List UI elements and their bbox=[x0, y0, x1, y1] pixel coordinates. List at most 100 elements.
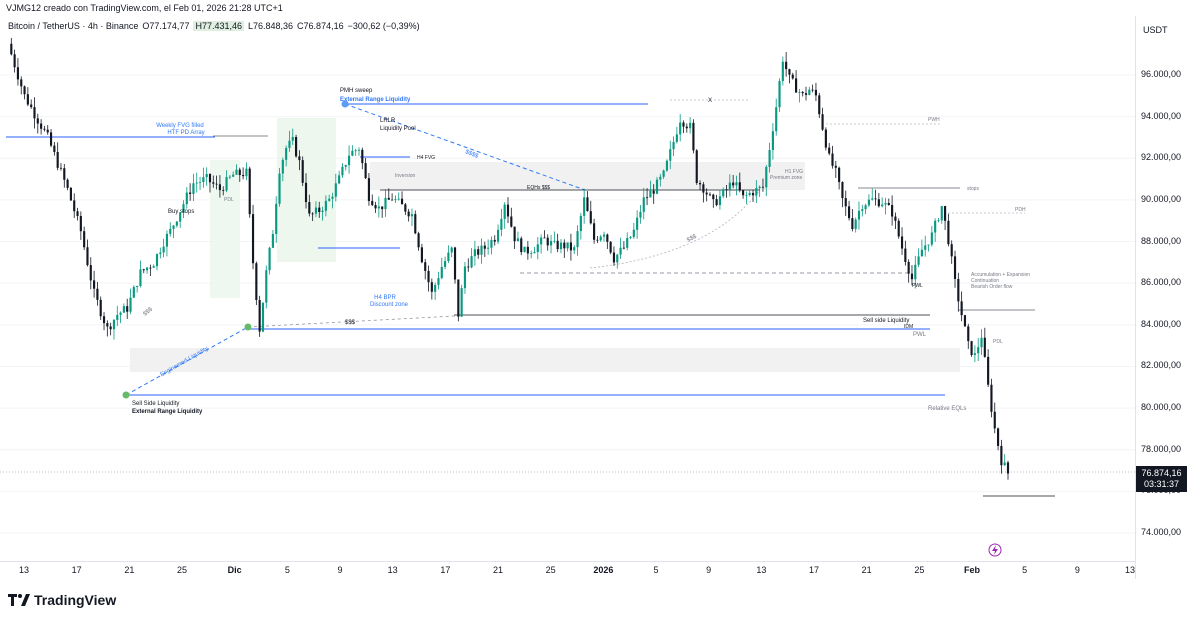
candle-body bbox=[73, 200, 76, 212]
candle bbox=[155, 253, 159, 271]
candle-body bbox=[675, 134, 678, 142]
candle-body bbox=[530, 253, 533, 254]
candle-body bbox=[937, 220, 940, 222]
time-tick-label: 13 bbox=[756, 565, 767, 575]
candle bbox=[811, 84, 814, 93]
candle-body bbox=[629, 236, 632, 238]
sell-side-liquidity-label: Sell Side Liquidity bbox=[132, 401, 179, 407]
time-axis[interactable]: 13 17 21 25 Dic 5 9 13 17 21 25 2026 5 9 13 17 21 25 Feb 5 9… bbox=[0, 561, 1135, 580]
price-tick-label: 96.000,00 bbox=[1141, 69, 1182, 79]
candle bbox=[298, 150, 301, 171]
pwl-upper-label: PWL bbox=[912, 283, 923, 289]
price-axis[interactable]: 96.000,00 94.000,00 92.000,00 90.000,00 88.0… bbox=[1135, 16, 1200, 579]
candle bbox=[102, 312, 106, 331]
candle bbox=[271, 229, 274, 249]
candle-body bbox=[722, 189, 725, 197]
candle-body bbox=[79, 215, 82, 232]
price-tick-label: 88.000,00 bbox=[1141, 235, 1182, 246]
candle bbox=[175, 220, 178, 228]
candle-body bbox=[1003, 462, 1006, 466]
continuation-label: Continuation bbox=[971, 278, 999, 284]
candle-body bbox=[768, 150, 771, 167]
candle-body bbox=[338, 175, 341, 184]
candle-body bbox=[586, 197, 589, 212]
candle bbox=[414, 210, 417, 235]
time-tick-label: 25 bbox=[176, 565, 187, 575]
external-range-liquidity-bottom-label: External Range Liquidity bbox=[132, 409, 203, 415]
candle bbox=[208, 173, 212, 193]
candle bbox=[573, 244, 576, 255]
time-tick-label: 25 bbox=[914, 565, 925, 575]
candle-body bbox=[93, 280, 96, 289]
candle-body bbox=[222, 190, 225, 191]
candle-body bbox=[520, 238, 523, 253]
candle-body bbox=[553, 240, 556, 242]
candle-body bbox=[437, 278, 440, 285]
candles-layer bbox=[10, 37, 1010, 480]
candle-body bbox=[861, 209, 864, 211]
candle bbox=[910, 265, 914, 286]
candle-body bbox=[748, 192, 751, 195]
candle bbox=[391, 193, 394, 201]
candle bbox=[891, 195, 894, 226]
candle-body bbox=[510, 216, 513, 227]
dollars-diagonal-label: $$$$ bbox=[464, 149, 479, 160]
candle bbox=[149, 264, 152, 277]
candle-body bbox=[877, 199, 880, 207]
candle-body bbox=[761, 186, 765, 188]
candle-body bbox=[16, 67, 20, 80]
bar-countdown: 03:31:37 bbox=[1143, 479, 1180, 489]
candle bbox=[718, 189, 721, 210]
tradingview-logo[interactable]: TradingView bbox=[8, 592, 116, 608]
candle-body bbox=[583, 197, 586, 216]
symbol-name[interactable]: Bitcoin / TetherUS · 4h · Binance bbox=[8, 21, 139, 31]
candle bbox=[804, 86, 808, 101]
candle bbox=[781, 56, 784, 86]
candle-body bbox=[195, 182, 198, 184]
candle-body bbox=[516, 238, 520, 242]
candle-body bbox=[669, 149, 672, 161]
candle-body bbox=[318, 207, 321, 213]
candle bbox=[40, 119, 43, 135]
lightning-icon bbox=[988, 543, 1002, 557]
candle-body bbox=[175, 221, 178, 226]
candle-body bbox=[182, 204, 185, 213]
candle bbox=[679, 114, 682, 142]
candle bbox=[242, 167, 245, 180]
candle bbox=[185, 187, 188, 209]
candle-body bbox=[692, 122, 695, 151]
candle bbox=[96, 282, 99, 306]
candle-body bbox=[857, 210, 861, 220]
candle bbox=[838, 166, 841, 190]
candle bbox=[450, 246, 453, 258]
candle-body bbox=[874, 198, 877, 200]
candle bbox=[791, 72, 794, 80]
candle bbox=[354, 148, 357, 156]
candle bbox=[725, 184, 728, 198]
candle-body bbox=[540, 237, 543, 245]
candle-body bbox=[821, 114, 824, 130]
candle bbox=[606, 233, 609, 249]
candle bbox=[126, 298, 129, 320]
time-tick-label: 9 bbox=[706, 565, 712, 575]
candle bbox=[53, 141, 56, 156]
candle bbox=[963, 314, 967, 327]
candle bbox=[371, 194, 374, 207]
candle bbox=[559, 239, 563, 254]
relative-eqls-label: Relative EQLs bbox=[928, 406, 966, 412]
candle bbox=[189, 183, 192, 201]
candle bbox=[814, 82, 818, 102]
candle bbox=[222, 186, 225, 196]
candle-body bbox=[136, 285, 139, 288]
currency-label[interactable]: USDT bbox=[1143, 25, 1168, 35]
candle-body bbox=[841, 182, 844, 199]
candle bbox=[1003, 454, 1006, 466]
candle bbox=[934, 218, 937, 242]
candle bbox=[566, 242, 569, 252]
candle bbox=[698, 180, 702, 191]
candle bbox=[950, 240, 953, 264]
candle-body bbox=[771, 131, 774, 151]
candle-body bbox=[202, 177, 205, 183]
candle bbox=[659, 173, 662, 187]
